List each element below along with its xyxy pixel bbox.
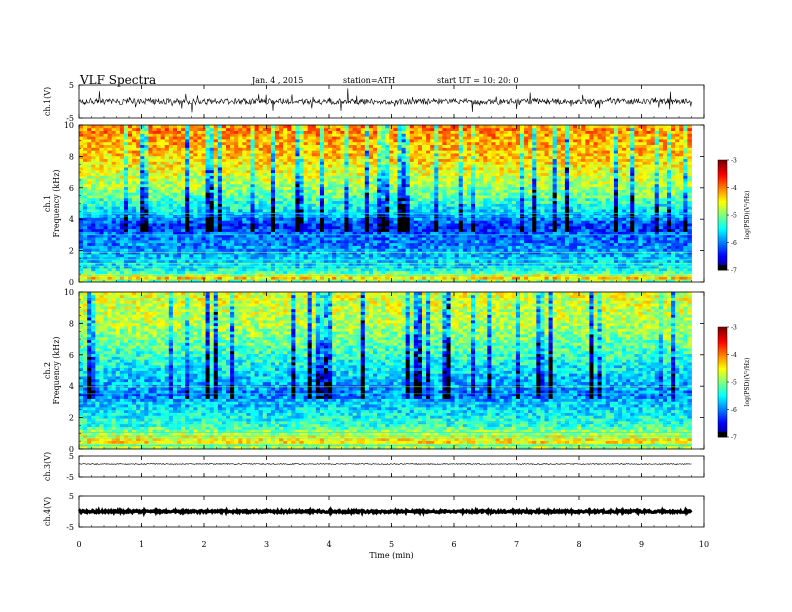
colorbar-tick-label: -7 — [731, 268, 737, 275]
axes-layer — [78, 84, 705, 528]
xtick-label: 1 — [139, 540, 144, 549]
colorbar-tick-label: -3 — [731, 325, 737, 332]
station-label: station=ATH — [343, 76, 396, 85]
panels-layer — [77, 88, 729, 518]
ytick-label: 10 — [64, 288, 74, 297]
ylabel-2: ch.1Frequency (kHz) — [43, 169, 61, 237]
ytick-label: 0 — [69, 445, 74, 454]
ylabel-3: ch.2Frequency (kHz) — [43, 336, 61, 404]
ytick-label: 2 — [69, 247, 74, 256]
panel-2 — [79, 125, 729, 283]
ytick-label: 8 — [69, 319, 74, 328]
colorbar-tick-label: -7 — [731, 435, 737, 442]
start-time-label: start UT = 10: 20: 0 — [437, 76, 519, 85]
spectrogram-3 — [79, 292, 692, 450]
colorbar-3 — [717, 326, 729, 438]
ytick-label: 10 — [64, 121, 74, 130]
colorbar-label: log(PSD)(V²/Hz) — [744, 191, 751, 240]
xtick-label: 2 — [201, 540, 206, 549]
colorbar-2 — [717, 159, 729, 271]
ytick-label: 5 — [69, 492, 74, 501]
ytick-label: 2 — [69, 414, 74, 423]
ytick-label: -5 — [66, 473, 74, 482]
xtick-label: 6 — [451, 540, 456, 549]
date-label: Jan. 4 , 2015 — [252, 76, 304, 85]
ytick-label: 5 — [69, 81, 74, 90]
xtick-label: 9 — [639, 540, 644, 549]
colorbar-tick-label: -5 — [731, 380, 737, 387]
xaxis-label: Time (min) — [369, 551, 413, 560]
trace-5 — [77, 505, 693, 518]
colorbar-tick-label: -6 — [731, 407, 737, 414]
ytick-label: 6 — [69, 184, 74, 193]
spectrogram-2 — [79, 125, 692, 283]
xtick-label: 3 — [264, 540, 269, 549]
ytick-label: 4 — [69, 215, 74, 224]
ytick-label: 6 — [69, 351, 74, 360]
panel-1 — [78, 88, 692, 113]
xtick-label: 0 — [76, 540, 81, 549]
xtick-label: 8 — [576, 540, 581, 549]
xtick-label: 7 — [514, 540, 519, 549]
figure-title: VLF Spectra — [80, 73, 157, 87]
ytick-label: 0 — [69, 278, 74, 287]
colorbar-tick-label: -5 — [731, 213, 737, 220]
xtick-label: 5 — [389, 540, 394, 549]
ytick-label: -5 — [66, 114, 74, 123]
ylabel-5: ch.4(V) — [43, 497, 52, 526]
ytick-label: 4 — [69, 382, 74, 391]
ytick-label: 8 — [69, 152, 74, 161]
colorbar-label: log(PSD)(V²/Hz) — [744, 358, 751, 407]
colorbar-tick-label: -4 — [731, 352, 737, 359]
colorbar-tick-label: -4 — [731, 185, 737, 192]
ylabel-4: ch.3(V) — [43, 452, 52, 481]
trace-4 — [78, 462, 692, 466]
xtick-label: 4 — [326, 540, 331, 549]
panel-5 — [77, 505, 693, 518]
ytick-label: 5 — [69, 452, 74, 461]
trace-1 — [78, 88, 692, 113]
colorbar-tick-label: -3 — [731, 158, 737, 165]
panel-4 — [78, 462, 692, 466]
panel-3 — [79, 292, 729, 450]
xtick-label: 10 — [699, 540, 709, 549]
colorbar-tick-label: -6 — [731, 240, 737, 247]
ylabel-1: ch.1(V) — [43, 87, 52, 116]
ytick-label: -5 — [66, 523, 74, 532]
